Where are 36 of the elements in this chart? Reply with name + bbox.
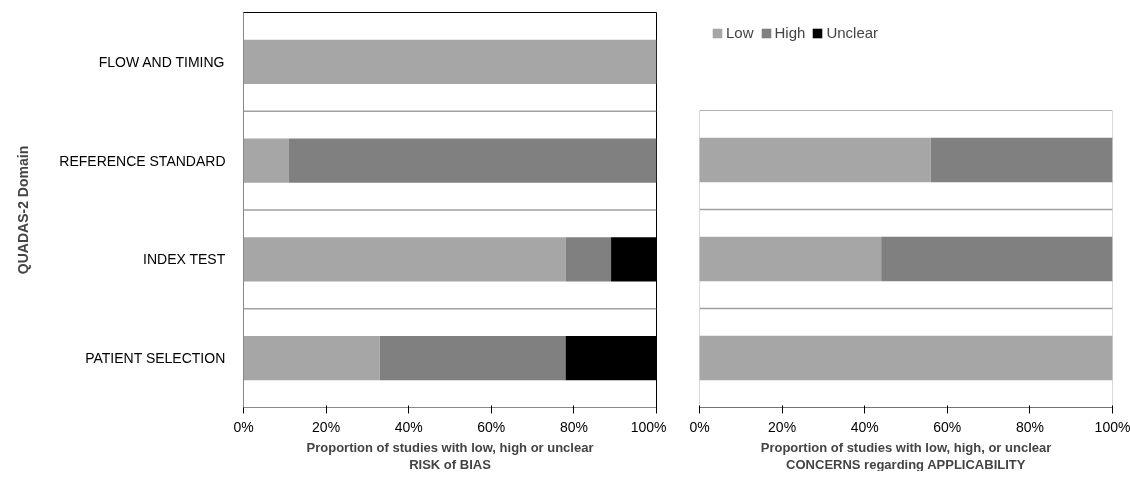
x-tick-label: 20% — [312, 418, 341, 435]
x-tick-label: 20% — [768, 418, 797, 435]
bar — [565, 335, 657, 381]
x-tick-label: 40% — [394, 418, 423, 435]
bar — [243, 237, 566, 282]
legend-label: High — [774, 24, 806, 41]
bar — [699, 236, 882, 282]
bar — [881, 236, 1113, 282]
y-tick-label: FLOW AND TIMING — [98, 53, 225, 70]
legend-label: Low — [726, 24, 754, 41]
x-axis-title: Proportion of studies with low, high or unclear RISK of BIAS — [306, 439, 594, 472]
bar — [379, 335, 566, 381]
bar — [699, 137, 931, 183]
x-tick-label: 0% — [233, 418, 254, 435]
bar — [288, 138, 657, 183]
y-axis-title: QUADAS-2 Domain — [15, 145, 32, 275]
bar — [243, 138, 289, 183]
bar — [243, 39, 657, 85]
x-tick-label: 80% — [1015, 418, 1044, 435]
y-tick-label: INDEX TEST — [143, 251, 226, 268]
y-tick-label: PATIENT SELECTION — [85, 350, 226, 367]
bar — [611, 237, 657, 282]
legend-label: Unclear — [826, 24, 879, 41]
x-tick-label: 60% — [933, 418, 962, 435]
y-tick-label: REFERENCE STANDARD — [59, 152, 226, 169]
x-tick-label: 60% — [477, 418, 506, 435]
x-axis-title: Proportion of studies with low, high, or unclear CONCERNS regarding APPLICABILITY — [760, 439, 1052, 472]
bar — [699, 335, 1113, 381]
x-tick-label: 100% — [630, 418, 667, 435]
bar — [565, 237, 612, 282]
x-tick-label: 80% — [559, 418, 588, 435]
x-tick-label: 100% — [1094, 418, 1130, 435]
x-tick-label: 40% — [850, 418, 879, 435]
x-tick-label: 0% — [689, 418, 710, 435]
bar — [930, 137, 1113, 183]
bar — [243, 335, 380, 381]
